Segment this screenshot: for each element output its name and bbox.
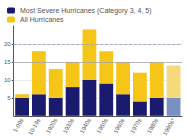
svg-text:1960s: 1960s — [112, 117, 125, 134]
svg-text:10: 10 — [4, 77, 11, 83]
svg-text:1990s*: 1990s* — [162, 117, 177, 137]
svg-text:1970s: 1970s — [129, 117, 142, 134]
svg-text:15: 15 — [4, 59, 11, 65]
svg-text:1-09s: 1-09s — [12, 117, 25, 133]
svg-text:1920s: 1920s — [45, 117, 58, 134]
svg-text:10-19s: 10-19s — [27, 117, 41, 136]
svg-text:1940s: 1940s — [79, 117, 92, 134]
svg-text:All Hurricanes: All Hurricanes — [20, 16, 64, 23]
svg-text:Most Severe Hurricanes (Catego: Most Severe Hurricanes (Category 3, 4, 5… — [20, 7, 152, 15]
svg-text:5: 5 — [7, 95, 11, 101]
svg-text:1950s: 1950s — [95, 117, 108, 134]
svg-text:1980s: 1980s — [146, 117, 159, 134]
svg-text:1930s: 1930s — [62, 117, 75, 134]
svg-text:20: 20 — [4, 41, 11, 47]
